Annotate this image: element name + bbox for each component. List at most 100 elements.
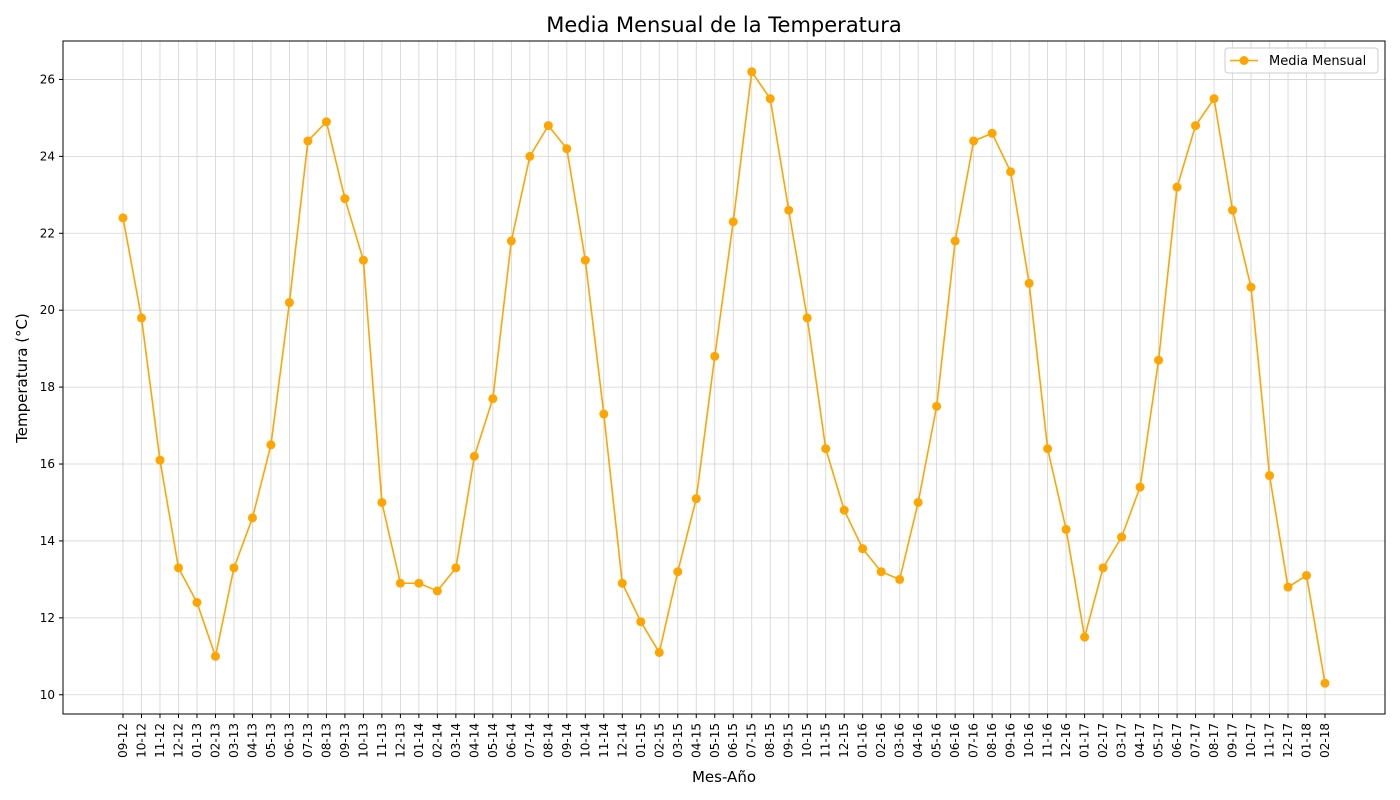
x-tick-label: 11-16: [1041, 723, 1055, 758]
data-point: [1080, 632, 1090, 642]
x-tick-label: 10-14: [578, 723, 592, 758]
data-point: [895, 574, 905, 584]
data-point: [266, 440, 276, 450]
data-point: [192, 597, 202, 607]
x-tick-label: 07-16: [967, 723, 981, 758]
data-point: [728, 217, 738, 227]
data-point: [247, 513, 257, 523]
x-tick-label: 11-15: [819, 723, 833, 758]
data-point: [784, 205, 794, 215]
x-tick-label: 04-15: [689, 723, 703, 758]
x-tick-label: 05-16: [930, 723, 944, 758]
y-tick-label: 20: [40, 303, 55, 317]
y-axis-ticks: 10 12 14 16 18 20 22 24 26: [40, 72, 63, 702]
data-point: [414, 578, 424, 588]
x-tick-label: 12-14: [615, 723, 629, 758]
x-tick-label: 12-15: [837, 723, 851, 758]
x-tick-label: 02-14: [430, 723, 444, 758]
data-point: [173, 563, 183, 573]
data-point: [1209, 94, 1219, 104]
data-point: [654, 647, 664, 657]
data-point: [340, 194, 350, 204]
data-point: [118, 213, 128, 223]
x-tick-label: 06-17: [1170, 723, 1184, 758]
data-point: [506, 236, 516, 246]
plot-area-frame: [62, 40, 1386, 715]
data-point: [1006, 167, 1016, 177]
x-tick-label: 07-17: [1189, 723, 1203, 758]
x-tick-label: 03-15: [671, 723, 685, 758]
x-tick-label: 05-17: [1152, 723, 1166, 758]
data-point: [1265, 471, 1275, 481]
data-point: [580, 255, 590, 265]
x-tick-label: 03-14: [449, 723, 463, 758]
data-point: [1320, 678, 1330, 688]
x-tick-label: 03-16: [893, 723, 907, 758]
data-point: [210, 651, 220, 661]
y-tick-label: 26: [40, 72, 55, 86]
x-tick-label: 10-15: [800, 723, 814, 758]
x-tick-label: 06-15: [726, 723, 740, 758]
data-point: [1246, 282, 1256, 292]
data-point: [395, 578, 405, 588]
data-point: [1024, 278, 1034, 288]
data-point: [321, 117, 331, 127]
data-point: [1172, 182, 1182, 192]
data-point: [876, 567, 886, 577]
x-tick-label: 08-13: [319, 723, 333, 758]
x-tick-label: 08-17: [1207, 723, 1221, 758]
data-point: [969, 136, 979, 146]
data-point: [950, 236, 960, 246]
y-tick-label: 16: [40, 457, 55, 471]
x-tick-label: 01-17: [1078, 723, 1092, 758]
data-point: [747, 67, 757, 77]
y-tick-label: 24: [40, 149, 55, 163]
legend-label: Media Mensual: [1269, 54, 1366, 69]
x-tick-label: 09-14: [560, 723, 574, 758]
y-tick-label: 10: [40, 688, 55, 702]
x-tick-label: 09-15: [782, 723, 796, 758]
y-axis-label: Temperatura (°C): [13, 313, 31, 444]
x-tick-label: 02-15: [652, 723, 666, 758]
x-tick-label: 09-13: [338, 723, 352, 758]
x-tick-label: 02-16: [874, 723, 888, 758]
x-tick-label: 07-15: [745, 723, 759, 758]
series-line: [122, 70, 1326, 684]
data-point: [284, 298, 294, 308]
y-tick-label: 12: [40, 611, 55, 625]
data-point: [987, 128, 997, 138]
data-point: [1098, 563, 1108, 573]
x-tick-label: 08-16: [985, 723, 999, 758]
x-tick-label: 03-13: [227, 723, 241, 758]
x-tick-label: 02-18: [1318, 723, 1332, 758]
data-point: [303, 136, 313, 146]
y-tick-label: 18: [40, 380, 55, 394]
data-point: [710, 351, 720, 361]
data-point: [1154, 355, 1164, 365]
x-tick-label: 12-17: [1281, 723, 1295, 758]
data-point: [673, 567, 683, 577]
y-tick-label: 22: [40, 226, 55, 240]
x-tick-label: 05-14: [486, 723, 500, 758]
x-tick-label: 02-17: [1096, 723, 1110, 758]
data-point: [1135, 482, 1145, 492]
data-point: [229, 563, 239, 573]
x-tick-label: 05-15: [708, 723, 722, 758]
x-tick-label: 11-14: [597, 723, 611, 758]
data-point: [136, 313, 146, 323]
data-point: [543, 121, 553, 131]
x-tick-label: 07-14: [523, 723, 537, 758]
x-axis-label: Mes-Año: [692, 768, 756, 786]
y-tick-label: 14: [40, 534, 55, 548]
data-point: [821, 444, 831, 454]
legend: Media Mensual: [1224, 47, 1379, 74]
data-point: [765, 94, 775, 104]
legend-marker: [1239, 56, 1249, 65]
x-tick-label: 01-15: [634, 723, 648, 758]
x-tick-label: 08-15: [763, 723, 777, 758]
data-point: [617, 578, 627, 588]
x-tick-label: 12-12: [171, 723, 185, 758]
x-tick-label: 10-12: [134, 723, 148, 758]
